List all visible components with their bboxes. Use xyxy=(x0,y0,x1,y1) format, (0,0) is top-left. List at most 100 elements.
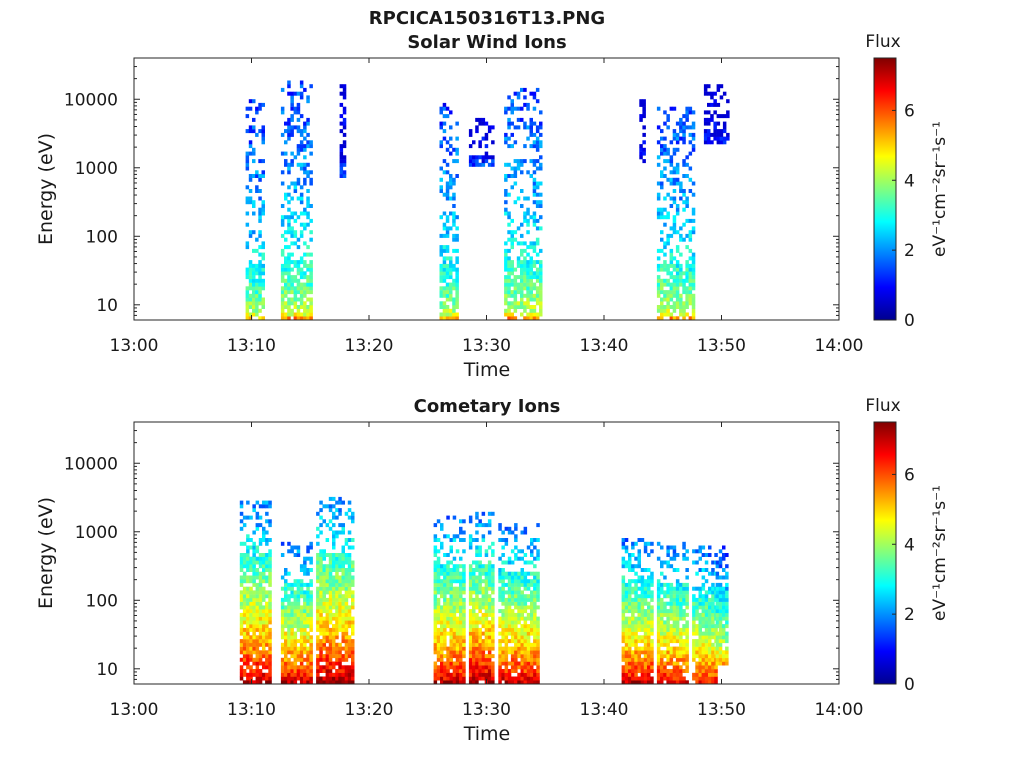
flux-cell xyxy=(252,635,256,640)
flux-cell xyxy=(685,110,689,115)
flux-cell xyxy=(325,654,330,659)
flux-cell xyxy=(325,672,330,677)
flux-cell xyxy=(675,305,680,309)
flux-cell xyxy=(322,571,326,576)
flux-cell xyxy=(487,631,492,636)
flux-cell xyxy=(691,110,696,115)
flux-cell xyxy=(341,568,345,572)
flux-cell xyxy=(536,654,540,659)
flux-cell xyxy=(491,612,495,617)
flux-cell xyxy=(306,263,310,268)
flux-cell xyxy=(255,616,260,621)
flux-cell xyxy=(455,226,459,231)
flux-cell xyxy=(287,136,291,141)
panel-title: Solar Wind Ions xyxy=(407,32,566,53)
flux-cell xyxy=(258,297,262,302)
flux-cell xyxy=(280,631,285,636)
flux-cell xyxy=(507,293,511,298)
flux-cell xyxy=(637,639,641,644)
flux-cell xyxy=(715,654,720,659)
flux-cell xyxy=(666,192,670,197)
flux-cell xyxy=(672,586,677,591)
flux-cell xyxy=(468,594,473,599)
flux-cell xyxy=(535,290,540,295)
flux-cell xyxy=(443,571,447,576)
flux-cell xyxy=(481,620,486,625)
flux-cell xyxy=(332,639,336,644)
flux-cell xyxy=(442,312,447,317)
flux-cell xyxy=(529,159,533,164)
flux-cell xyxy=(246,538,250,542)
flux-cell xyxy=(501,575,505,580)
flux-cell xyxy=(322,639,326,644)
flux-cell xyxy=(261,140,265,145)
flux-cell xyxy=(532,189,537,193)
flux-cell xyxy=(455,282,459,287)
flux-cell xyxy=(258,233,262,238)
flux-cell xyxy=(650,612,654,617)
flux-cell xyxy=(504,631,509,636)
flux-cell xyxy=(516,282,521,287)
flux-cell xyxy=(341,549,345,554)
flux-cell xyxy=(261,263,265,268)
flux-cell xyxy=(472,590,476,595)
flux-cell xyxy=(647,590,651,595)
flux-cell xyxy=(248,316,253,321)
flux-cell xyxy=(347,553,352,557)
flux-cell xyxy=(293,639,298,644)
flux-cell xyxy=(449,627,453,632)
flux-cell xyxy=(433,568,438,572)
flux-cell xyxy=(514,556,518,561)
flux-cell xyxy=(640,635,645,640)
flux-cell xyxy=(628,605,632,610)
flux-cell xyxy=(487,582,492,587)
flux-cell xyxy=(718,627,723,632)
flux-cell xyxy=(280,609,285,614)
flux-cell xyxy=(459,616,463,621)
flux-cell xyxy=(669,162,674,167)
flux-cell xyxy=(258,218,262,223)
flux-cell xyxy=(718,601,723,606)
flux-cell xyxy=(468,624,473,629)
flux-cell xyxy=(443,646,447,651)
flux-cell xyxy=(669,233,674,238)
flux-cell xyxy=(704,635,709,640)
flux-cell xyxy=(691,132,696,137)
flux-cell xyxy=(621,594,626,599)
flux-cell xyxy=(682,654,686,659)
flux-cell xyxy=(663,241,667,246)
flux-cell xyxy=(507,571,512,576)
flux-cell xyxy=(663,665,667,670)
flux-cell xyxy=(510,657,515,662)
flux-cell xyxy=(682,597,686,602)
flux-cell xyxy=(642,110,646,115)
flux-cell xyxy=(679,654,683,659)
flux-cell xyxy=(498,665,502,670)
flux-cell xyxy=(325,597,330,602)
flux-cell xyxy=(643,624,648,629)
flux-cell xyxy=(669,181,674,186)
flux-cell xyxy=(440,605,444,610)
flux-cell xyxy=(656,597,661,602)
flux-cell xyxy=(239,590,244,595)
flux-cell xyxy=(265,609,269,614)
flux-cell xyxy=(449,680,453,685)
flux-cell xyxy=(287,549,291,554)
flux-cell xyxy=(328,579,333,584)
flux-cell xyxy=(535,297,540,302)
flux-cell xyxy=(520,252,524,257)
flux-cell xyxy=(452,590,457,595)
flux-cell xyxy=(533,556,537,561)
flux-cell xyxy=(672,650,677,655)
flux-cell xyxy=(643,609,648,614)
flux-cell xyxy=(478,564,482,569)
flux-cell xyxy=(433,564,438,569)
flux-cell xyxy=(299,654,304,659)
flux-cell xyxy=(685,586,689,591)
flux-cell xyxy=(258,230,262,235)
flux-cell xyxy=(535,312,540,317)
flux-cell xyxy=(335,564,339,569)
flux-cell xyxy=(713,125,717,130)
flux-cell xyxy=(316,654,320,659)
